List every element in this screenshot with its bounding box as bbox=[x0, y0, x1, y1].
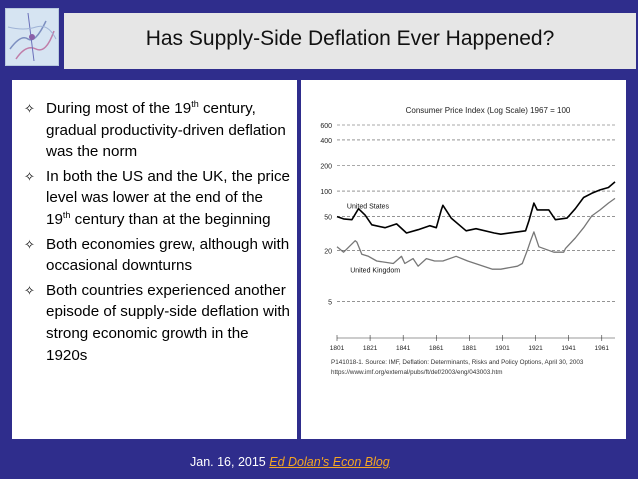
bullet-superscript: th bbox=[62, 209, 71, 220]
y-tick-label: 50 bbox=[324, 215, 332, 222]
bullet-item: ✧ Both countries experienced another epi… bbox=[24, 280, 291, 366]
x-tick-label: 1861 bbox=[429, 345, 444, 352]
bullet-superscript: th bbox=[191, 98, 199, 109]
x-tick-label: 1821 bbox=[363, 345, 378, 352]
y-tick-label: 600 bbox=[320, 123, 332, 130]
bullet-text: Both economies grew, although with occas… bbox=[46, 235, 290, 275]
chart-title: Consumer Price Index (Log Scale) 1967 = … bbox=[406, 106, 571, 115]
four-pointed-star-icon: ✧ bbox=[24, 236, 35, 252]
y-tick-label: 20 bbox=[324, 248, 332, 255]
footer: Jan. 16, 2015 Ed Dolan's Econ Blog bbox=[190, 455, 390, 469]
y-tick-label: 200 bbox=[320, 163, 332, 170]
series-line-united-states bbox=[336, 181, 616, 235]
x-tick-label: 1961 bbox=[595, 345, 610, 352]
bullet-item: ✧ During most of the 19th century, gradu… bbox=[24, 98, 291, 163]
bullet-item: ✧ Both economies grew, although with occ… bbox=[24, 234, 291, 277]
x-tick-label: 1881 bbox=[462, 345, 477, 352]
x-tick-label: 1841 bbox=[396, 345, 411, 352]
y-tick-label: 400 bbox=[320, 138, 332, 145]
bullet-text: century, gradual productivity-driven def… bbox=[46, 100, 286, 161]
blog-logo-image bbox=[5, 8, 59, 66]
x-tick-label: 1901 bbox=[495, 345, 510, 352]
blog-link[interactable]: Ed Dolan's Econ Blog bbox=[269, 455, 390, 469]
chart-source: P141018-1. Source: IMF, Deflation: Deter… bbox=[331, 359, 584, 366]
series-label-united-kingdom: United Kingdom bbox=[350, 267, 400, 274]
series-line-united-kingdom bbox=[336, 197, 616, 270]
slide-title: Has Supply-Side Deflation Ever Happened? bbox=[145, 27, 555, 50]
bullet-panel: ✧ During most of the 19th century, gradu… bbox=[12, 80, 297, 439]
bullet-item: ✧ In both the US and the UK, the price l… bbox=[24, 166, 291, 231]
bullet-text: In both the US and the UK, the price lev… bbox=[46, 167, 290, 228]
x-tick-label: 1941 bbox=[561, 345, 576, 352]
x-tick-label: 1921 bbox=[528, 345, 543, 352]
bullet-text: Both countries experienced another episo… bbox=[46, 281, 290, 364]
y-tick-label: 5 bbox=[328, 299, 332, 306]
x-tick-label: 1801 bbox=[330, 345, 345, 352]
footer-date: Jan. 16, 2015 bbox=[190, 455, 266, 469]
chart-source-url: https://www.imf.org/external/pubs/ft/def… bbox=[331, 369, 503, 376]
four-pointed-star-icon: ✧ bbox=[24, 282, 35, 298]
series-label-united-states: United States bbox=[347, 204, 390, 211]
four-pointed-star-icon: ✧ bbox=[24, 101, 35, 116]
bullet-text: During most of the 19 bbox=[46, 100, 192, 117]
four-pointed-star-icon: ✧ bbox=[24, 168, 35, 184]
title-bar: Has Supply-Side Deflation Ever Happened? bbox=[64, 13, 636, 69]
cpi-chart: Consumer Price Index (Log Scale) 1967 = … bbox=[320, 106, 616, 376]
bullet-text: century than at the beginning bbox=[70, 210, 271, 228]
cpi-chart-panel: Consumer Price Index (Log Scale) 1967 = … bbox=[301, 80, 626, 439]
y-tick-label: 100 bbox=[320, 189, 332, 196]
